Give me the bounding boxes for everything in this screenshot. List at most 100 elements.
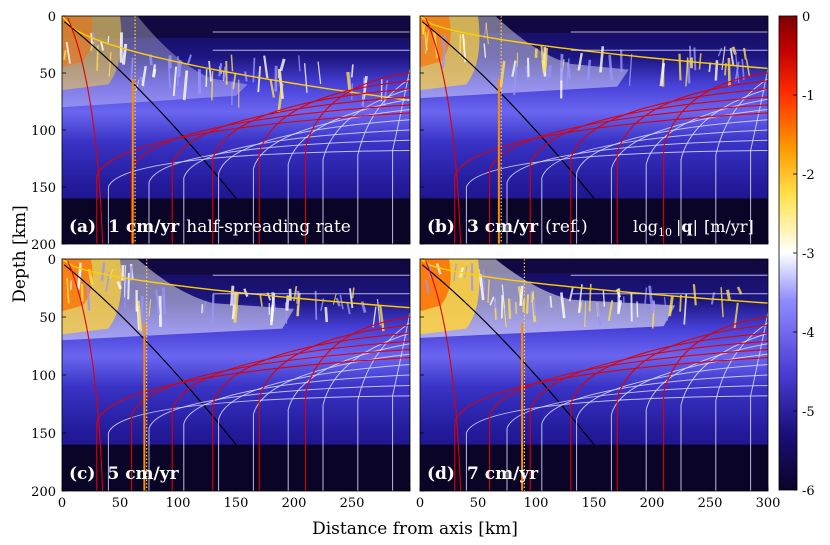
flux-channel xyxy=(211,70,214,101)
flux-channel xyxy=(158,295,162,327)
streamline xyxy=(750,312,768,491)
flux-channel xyxy=(503,301,507,328)
flux-channel xyxy=(736,286,743,295)
flux-channel xyxy=(708,62,712,73)
x-tick-label: 100 xyxy=(524,496,549,511)
flux-channel xyxy=(172,66,178,97)
x-axis-label: Distance from axis [km] xyxy=(312,519,518,539)
red-streamline xyxy=(663,316,768,491)
flux-channel xyxy=(86,281,91,311)
flux-channel xyxy=(324,307,329,323)
flux-channel xyxy=(519,285,524,306)
streamline xyxy=(287,343,410,491)
red-streamline xyxy=(489,104,768,244)
flux-channel xyxy=(332,293,337,305)
flux-channel xyxy=(435,263,442,275)
flux-channel xyxy=(462,34,467,63)
streamline xyxy=(322,88,410,244)
flux-channel xyxy=(581,299,584,323)
flux-channel xyxy=(678,53,682,81)
y-tick-label: 50 xyxy=(39,67,56,82)
panel-note: half-spreading rate xyxy=(186,217,351,237)
flux-channel xyxy=(526,294,530,314)
x-tick-label: 200 xyxy=(282,496,307,511)
flux-channel xyxy=(351,83,353,100)
flux-channel xyxy=(663,296,669,321)
flux-channel xyxy=(729,47,735,67)
streamline xyxy=(183,374,410,491)
freezing-front xyxy=(62,259,410,309)
flux-channel xyxy=(233,292,239,323)
flux-channel xyxy=(346,71,352,91)
red-streamline-axis xyxy=(425,18,462,244)
panel-label: (c) 5 cm/yr xyxy=(69,464,180,484)
flux-channel xyxy=(127,272,130,300)
flux-channel xyxy=(80,283,84,302)
red-streamline-axis xyxy=(425,261,462,491)
flux-channel xyxy=(130,57,134,83)
flux-channel xyxy=(577,284,583,314)
flux-channel xyxy=(453,263,457,282)
flux-channel xyxy=(487,279,490,303)
flux-channel xyxy=(161,287,167,314)
flux-channel xyxy=(441,35,447,47)
flux-channel xyxy=(87,268,94,286)
streamline xyxy=(576,364,768,491)
y-tick-label: 50 xyxy=(39,311,56,326)
deep-region xyxy=(62,198,410,244)
x-tick-label: 50 xyxy=(470,496,487,511)
flux-channel xyxy=(602,289,606,307)
red-streamline xyxy=(529,96,768,244)
streamline xyxy=(541,374,768,491)
legend-sub: 10 xyxy=(658,226,672,239)
streamline xyxy=(287,98,410,244)
legend-bar2: | xyxy=(693,217,698,236)
flux-channel xyxy=(263,55,269,79)
flux-channel xyxy=(482,269,485,291)
streamline xyxy=(218,119,410,244)
x-tick-label: 150 xyxy=(582,496,607,511)
flux-channel xyxy=(652,300,656,311)
flux-channel xyxy=(202,301,207,313)
panel-field xyxy=(62,259,410,491)
flux-channel xyxy=(140,296,144,319)
surface-band xyxy=(62,259,410,275)
panel-c: (c) 5 cm/yr xyxy=(61,258,411,492)
flux-channel xyxy=(531,292,534,303)
flux-channel xyxy=(507,298,512,319)
flux-channel xyxy=(628,53,633,86)
flux-channel xyxy=(230,54,234,72)
flux-channel xyxy=(90,32,93,45)
flux-channel xyxy=(222,66,227,80)
panel-rate: 7 cm/yr xyxy=(467,464,539,484)
colorbar-tick-label: -5 xyxy=(802,405,815,420)
panel-field xyxy=(420,259,768,491)
flux-channel xyxy=(532,299,538,316)
flux-channel xyxy=(148,299,152,317)
hot-core xyxy=(62,259,93,312)
flux-channel xyxy=(229,285,235,306)
red-streamline xyxy=(305,316,410,491)
y-tick-label: 0 xyxy=(48,253,56,268)
flux-channel xyxy=(607,300,614,321)
flux-channel xyxy=(547,299,550,310)
red-streamline-axis xyxy=(67,18,104,244)
streamline xyxy=(218,364,410,491)
x-tick-label: 0 xyxy=(416,496,424,511)
legend-unit: [m/yr] xyxy=(704,217,754,236)
colorbar-tick-label: -4 xyxy=(802,326,815,341)
flux-channel xyxy=(559,53,564,81)
flux-channel xyxy=(259,293,263,307)
flux-channel xyxy=(186,54,192,65)
flux-channel xyxy=(489,296,495,306)
flux-channel xyxy=(596,303,602,326)
flux-channel xyxy=(349,288,354,309)
flux-channel xyxy=(244,71,248,82)
flux-channel xyxy=(124,277,127,308)
x-tick-label: 100 xyxy=(166,496,191,511)
flux-legend: log10 |q| [m/yr] xyxy=(633,217,754,239)
flux-channel xyxy=(141,66,147,87)
flux-channel xyxy=(288,288,292,301)
flux-channel xyxy=(66,278,70,304)
red-streamline-axis xyxy=(67,261,104,491)
